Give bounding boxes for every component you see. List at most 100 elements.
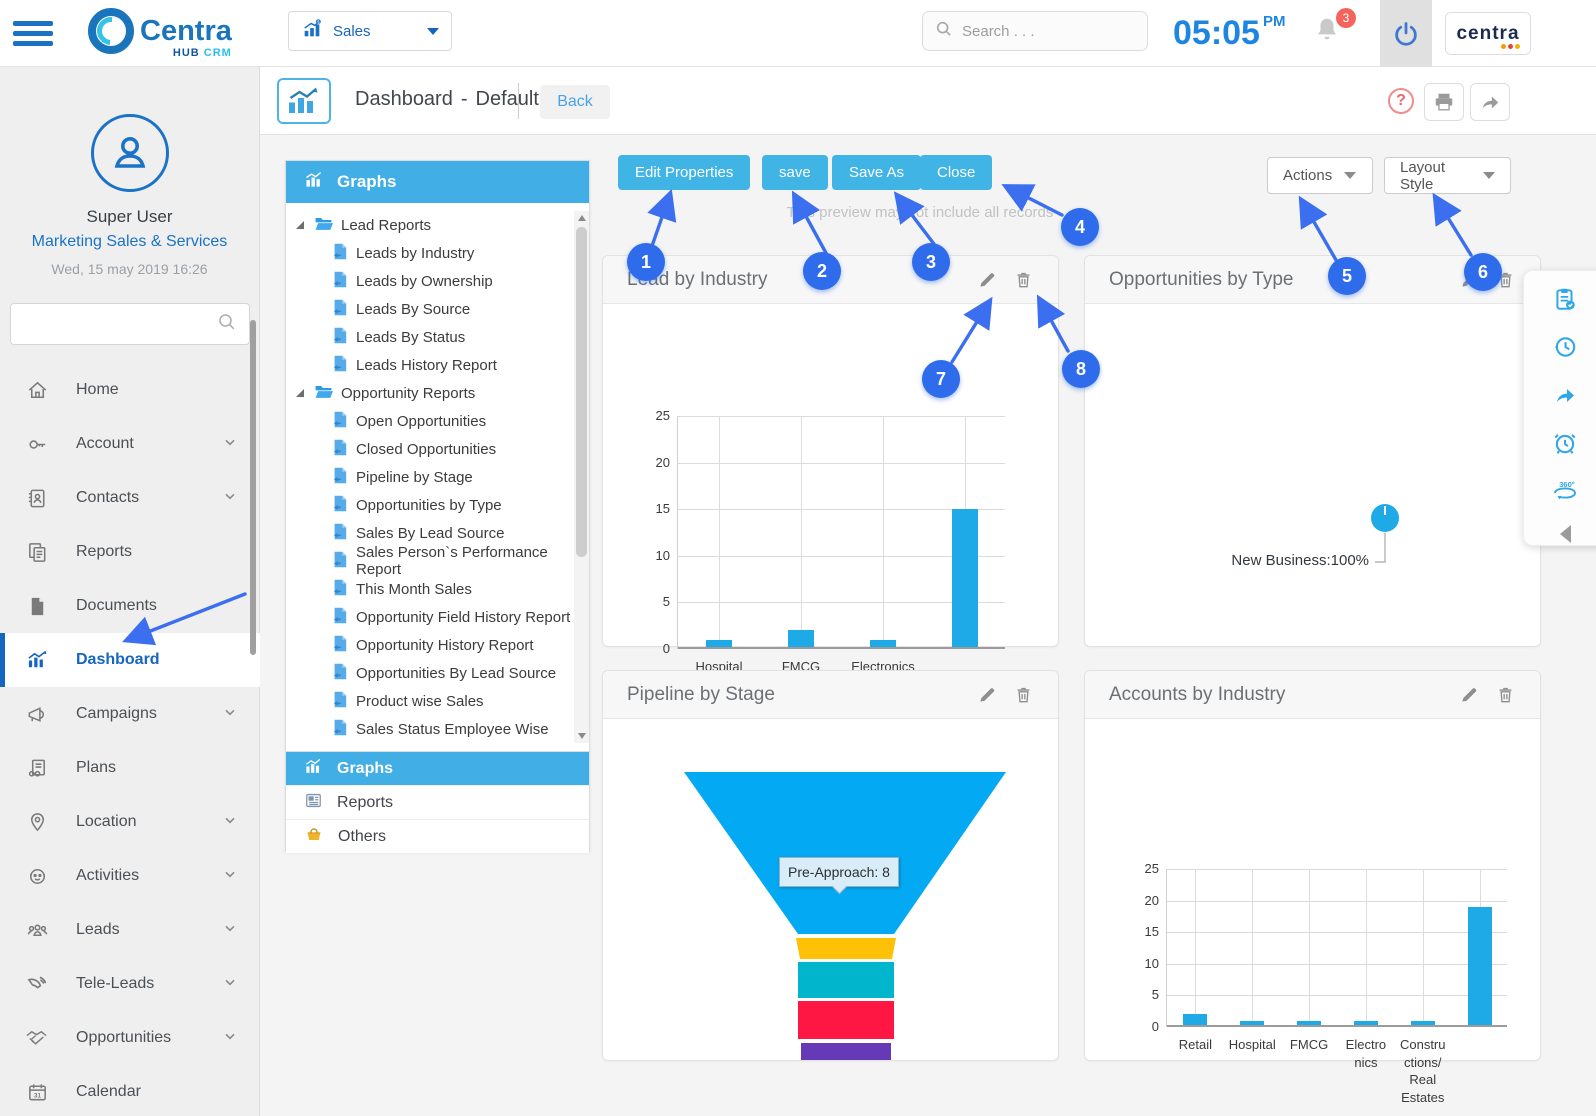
tree-item[interactable]: Sales By Lead Source [286, 519, 589, 547]
tab-others[interactable]: Others [286, 820, 589, 854]
bar-fmcg[interactable] [788, 630, 814, 649]
tree-item[interactable]: Sales Status Employee Wise [286, 715, 589, 743]
tree-item[interactable]: Opportunities by Type [286, 491, 589, 519]
sidebar-item-contacts[interactable]: Contacts [0, 471, 260, 525]
edit-widget-icon[interactable] [1458, 269, 1480, 291]
delete-widget-icon[interactable] [1494, 269, 1516, 291]
tree-item[interactable]: Product wise Sales [286, 687, 589, 715]
tree-item-label: Pipeline by Stage [356, 468, 473, 486]
tree-item[interactable]: Leads by Industry [286, 239, 589, 267]
bar-unlabeled[interactable] [1467, 906, 1492, 1027]
back-button[interactable]: Back [540, 85, 610, 119]
delete-widget-icon[interactable] [1012, 684, 1034, 706]
x-axis-label: FMCG [1289, 1037, 1329, 1052]
pie-connector [1375, 533, 1386, 563]
history-icon[interactable] [1551, 333, 1579, 361]
sidebar-search[interactable] [10, 303, 250, 345]
sidebar-item-leads[interactable]: Leads [0, 903, 260, 957]
sidebar-item-activities[interactable]: Activities [0, 849, 260, 903]
global-search[interactable] [922, 11, 1148, 51]
avatar[interactable] [91, 114, 169, 192]
sidebar-item-reports[interactable]: Reports [0, 525, 260, 579]
logout-button[interactable] [1380, 0, 1432, 67]
edit-widget-icon[interactable] [1458, 684, 1480, 706]
bar-electro-nics[interactable] [1353, 1020, 1378, 1027]
tree-folder[interactable]: Lead Reports [286, 211, 589, 239]
tree-folder[interactable]: Opportunity Reports [286, 379, 589, 407]
layout-style-dropdown[interactable]: Layout Style [1384, 157, 1511, 194]
edit-properties-button[interactable]: Edit Properties [618, 155, 751, 190]
bar-fmcg[interactable] [1297, 1020, 1322, 1027]
help-icon[interactable]: ? [1388, 88, 1414, 114]
scroll-down-icon[interactable] [578, 733, 586, 739]
tree-item[interactable]: Opportunity Field History Report [286, 603, 589, 631]
edit-widget-icon[interactable] [976, 269, 998, 291]
sidebar-item-tele-leads[interactable]: Tele-Leads [0, 957, 260, 1011]
tree-item-label: This Month Sales [356, 580, 472, 598]
save-button[interactable]: save [762, 155, 828, 190]
delete-widget-icon[interactable] [1494, 684, 1516, 706]
tree-scrollbar[interactable] [574, 211, 589, 743]
pipeline-by-stage-card: Pipeline by Stage Pre-Approach: 8 [602, 670, 1059, 1061]
bar-hospital[interactable] [706, 639, 732, 649]
share-icon[interactable] [1551, 381, 1579, 409]
reminder-icon[interactable] [1551, 429, 1579, 457]
collapse-toolbar-icon[interactable] [1559, 525, 1571, 543]
report-icon [332, 523, 348, 544]
sidebar-scrollbar[interactable] [250, 320, 256, 655]
tree-item[interactable]: Leads By Status [286, 323, 589, 351]
tree-item[interactable]: Closed Opportunities [286, 435, 589, 463]
bar-unlabeled[interactable] [952, 509, 978, 649]
sidebar-item-campaigns[interactable]: Campaigns [0, 687, 260, 741]
tree-item[interactable]: Leads By Source [286, 295, 589, 323]
sidebar-item-calendar[interactable]: 31 Calendar [0, 1065, 260, 1116]
scroll-thumb[interactable] [576, 227, 587, 557]
360-view-icon[interactable]: 360° [1551, 477, 1579, 505]
share-button[interactable] [1470, 83, 1510, 121]
tab-graphs[interactable]: Graphs [286, 752, 589, 786]
sidebar-item-location[interactable]: Location [0, 795, 260, 849]
actions-dropdown[interactable]: Actions [1267, 157, 1373, 194]
sidebar-item-label: Calendar [76, 1083, 141, 1100]
tree-item[interactable]: Leads by Ownership [286, 267, 589, 295]
tree-folder-label: Opportunity Reports [341, 384, 476, 402]
edit-widget-icon[interactable] [976, 684, 998, 706]
y-tick-label: 5 [662, 594, 670, 610]
delete-widget-icon[interactable] [1012, 269, 1034, 291]
dashboard-module-icon[interactable] [277, 78, 331, 124]
sidebar-item-documents[interactable]: Documents [0, 579, 260, 633]
sidebar-item-plans[interactable]: Plans [0, 741, 260, 795]
expand-icon[interactable] [296, 389, 304, 397]
scroll-up-icon[interactable] [578, 215, 586, 221]
sidebar-item-home[interactable]: Home [0, 363, 260, 417]
user-role[interactable]: Marketing Sales & Services [31, 233, 228, 250]
sidebar-item-dashboard[interactable]: Dashboard [0, 633, 260, 687]
bar-constru-ctions/-real-estates[interactable] [1410, 1020, 1435, 1027]
menu-icon[interactable] [13, 21, 53, 47]
bar-electronics[interactable] [870, 639, 896, 649]
close-button[interactable]: Close [920, 155, 993, 190]
tree-item-label: Open Opportunities [356, 412, 487, 430]
sidebar-item-label: Opportunities [76, 1029, 172, 1046]
sidebar-item-opportunities[interactable]: Opportunities [0, 1011, 260, 1065]
expand-icon[interactable] [296, 221, 304, 229]
notifications-bell[interactable]: 3 [1312, 8, 1356, 54]
funnel-tooltip: Pre-Approach: 8 [779, 857, 899, 887]
tree-item[interactable]: Pipeline by Stage [286, 463, 589, 491]
audit-log-icon[interactable] [1551, 285, 1579, 313]
print-button[interactable] [1424, 83, 1464, 121]
tree-item[interactable]: This Month Sales [286, 575, 589, 603]
tab-reports[interactable]: Reports [286, 786, 589, 820]
save-as-button[interactable]: Save As [832, 155, 922, 190]
x-axis-label: Electro nics [1345, 1037, 1387, 1070]
bar-hospital[interactable] [1240, 1020, 1265, 1027]
global-search-input[interactable] [962, 22, 1122, 40]
module-selector[interactable]: $ Sales [288, 11, 452, 51]
tree-item[interactable]: Sales Person`s Performance Report [286, 544, 589, 578]
bar-retail[interactable] [1183, 1014, 1208, 1027]
tree-item[interactable]: Opportunities By Lead Source [286, 659, 589, 687]
sidebar-item-account[interactable]: Account [0, 417, 260, 471]
tree-item[interactable]: Opportunity History Report [286, 631, 589, 659]
tree-item[interactable]: Open Opportunities [286, 407, 589, 435]
tree-item[interactable]: Leads History Report [286, 351, 589, 379]
